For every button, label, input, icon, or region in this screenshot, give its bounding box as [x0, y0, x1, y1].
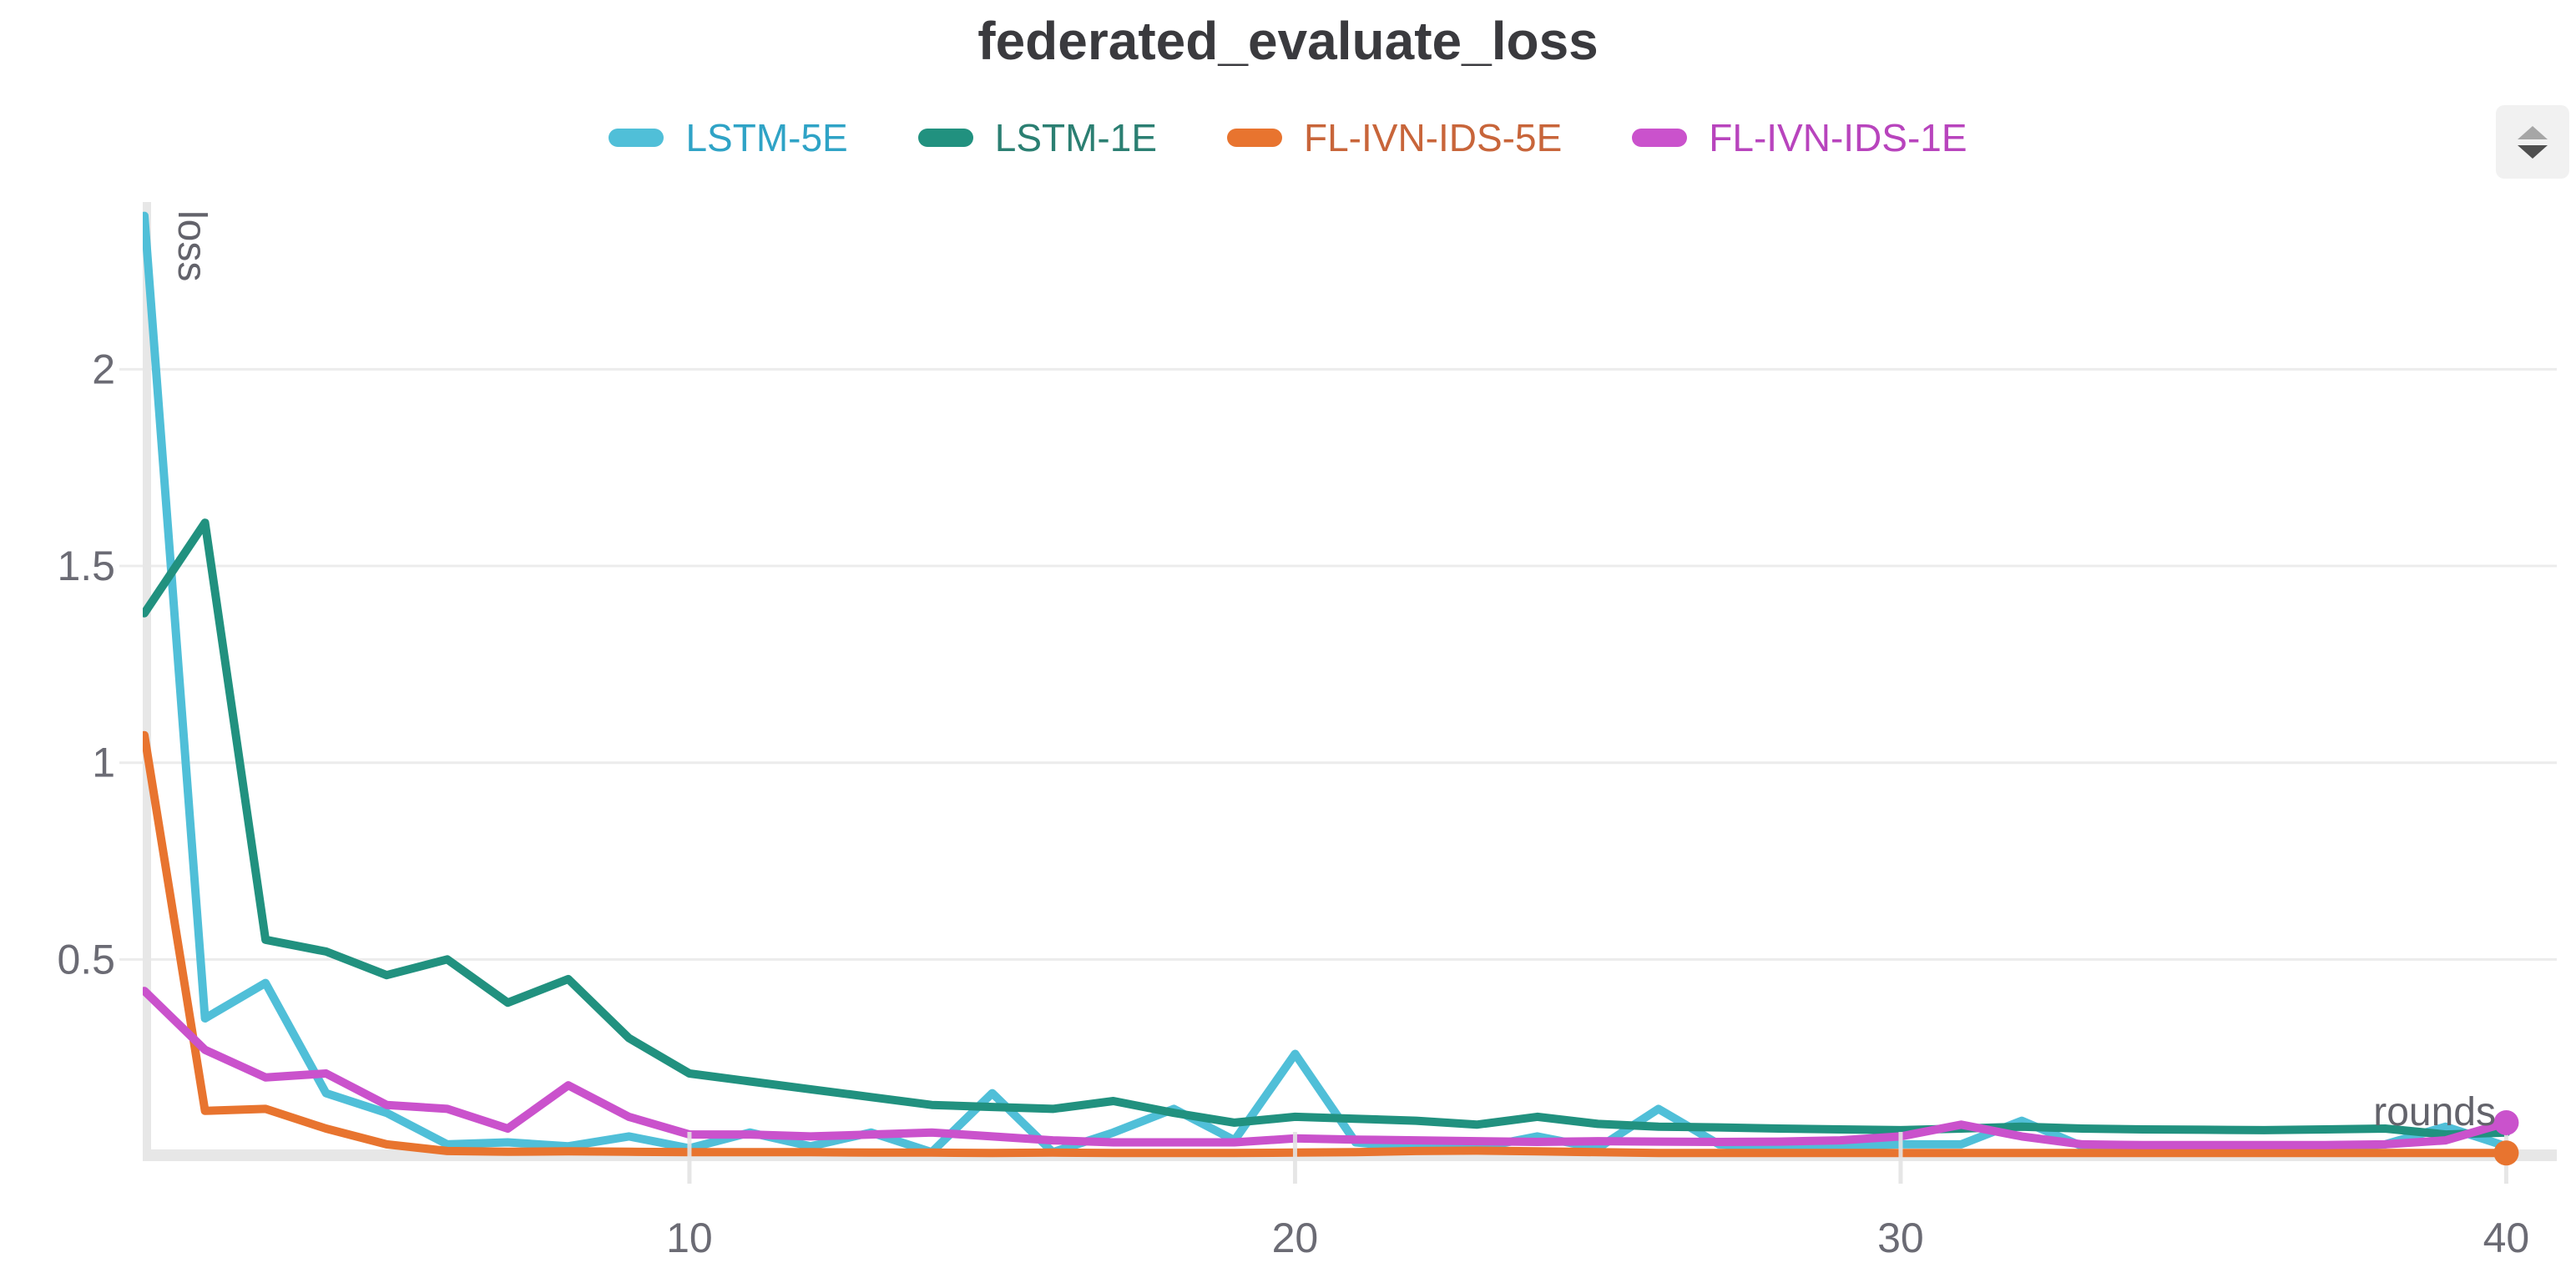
tick-labels: 0.5 1 1.5 2 10 20 30 40: [57, 346, 2529, 1261]
axis-bars: [143, 202, 2557, 1161]
y-tick-label: 0.5: [57, 936, 115, 982]
x-tick-label: 10: [666, 1215, 713, 1261]
legend-item-lstm-5e: LSTM-5E: [609, 115, 848, 160]
y-tick-label: 1: [92, 740, 115, 786]
y-tick-label: 2: [92, 346, 115, 392]
y-gridlines: [119, 367, 2557, 961]
series-line-lstm-1e[interactable]: [143, 518, 2511, 1139]
panel-sort-button[interactable]: [2496, 105, 2569, 179]
legend-swatch-fl-ivn-ids-5e: [1227, 129, 1282, 147]
sort-down-icon: [2518, 144, 2548, 159]
legend-label-lstm-5e: LSTM-5E: [685, 116, 848, 159]
legend-swatch-fl-ivn-ids-1e: [1632, 129, 1688, 147]
end-marker-fl-ivn-ids-5e: [2493, 1140, 2519, 1166]
legend-label-fl-ivn-ids-5e: FL-IVN-IDS-5E: [1304, 116, 1563, 159]
legend-item-fl-ivn-ids-5e: FL-IVN-IDS-5E: [1227, 115, 1562, 160]
series-line-fl-ivn-ids-1e[interactable]: [143, 987, 2511, 1149]
x-tick-label: 20: [1272, 1215, 1319, 1261]
legend-label-fl-ivn-ids-1e: FL-IVN-IDS-1E: [1709, 116, 1967, 159]
legend-label-lstm-1e: LSTM-1E: [994, 116, 1157, 159]
end-marker-fl-ivn-ids-1e: [2493, 1109, 2519, 1135]
chart-title: federated_evaluate_loss: [977, 11, 1599, 71]
legend-item-fl-ivn-ids-1e: FL-IVN-IDS-1E: [1632, 115, 1967, 160]
series-lines: [143, 211, 2511, 1158]
y-tick-label: 1.5: [57, 543, 115, 589]
x-axis-label: rounds: [2373, 1090, 2496, 1134]
legend-item-lstm-1e: LSTM-1E: [917, 115, 1157, 160]
legend-swatch-lstm-1e: [917, 129, 973, 147]
y-axis-label: loss: [169, 210, 214, 281]
legend-swatch-lstm-5e: [609, 129, 664, 147]
series-end-markers: [2493, 1109, 2519, 1166]
series-line-fl-ivn-ids-5e[interactable]: [143, 730, 2511, 1158]
series-line-lstm-5e[interactable]: [143, 211, 2511, 1157]
y-axis-bar: [143, 202, 151, 1160]
x-tick-label: 40: [2483, 1215, 2530, 1261]
sort-up-icon: [2518, 125, 2548, 139]
x-tick-label: 30: [1877, 1215, 1924, 1261]
legend: LSTM-5E LSTM-1E FL-IVN-IDS-5E FL-IVN-IDS…: [0, 115, 2576, 160]
